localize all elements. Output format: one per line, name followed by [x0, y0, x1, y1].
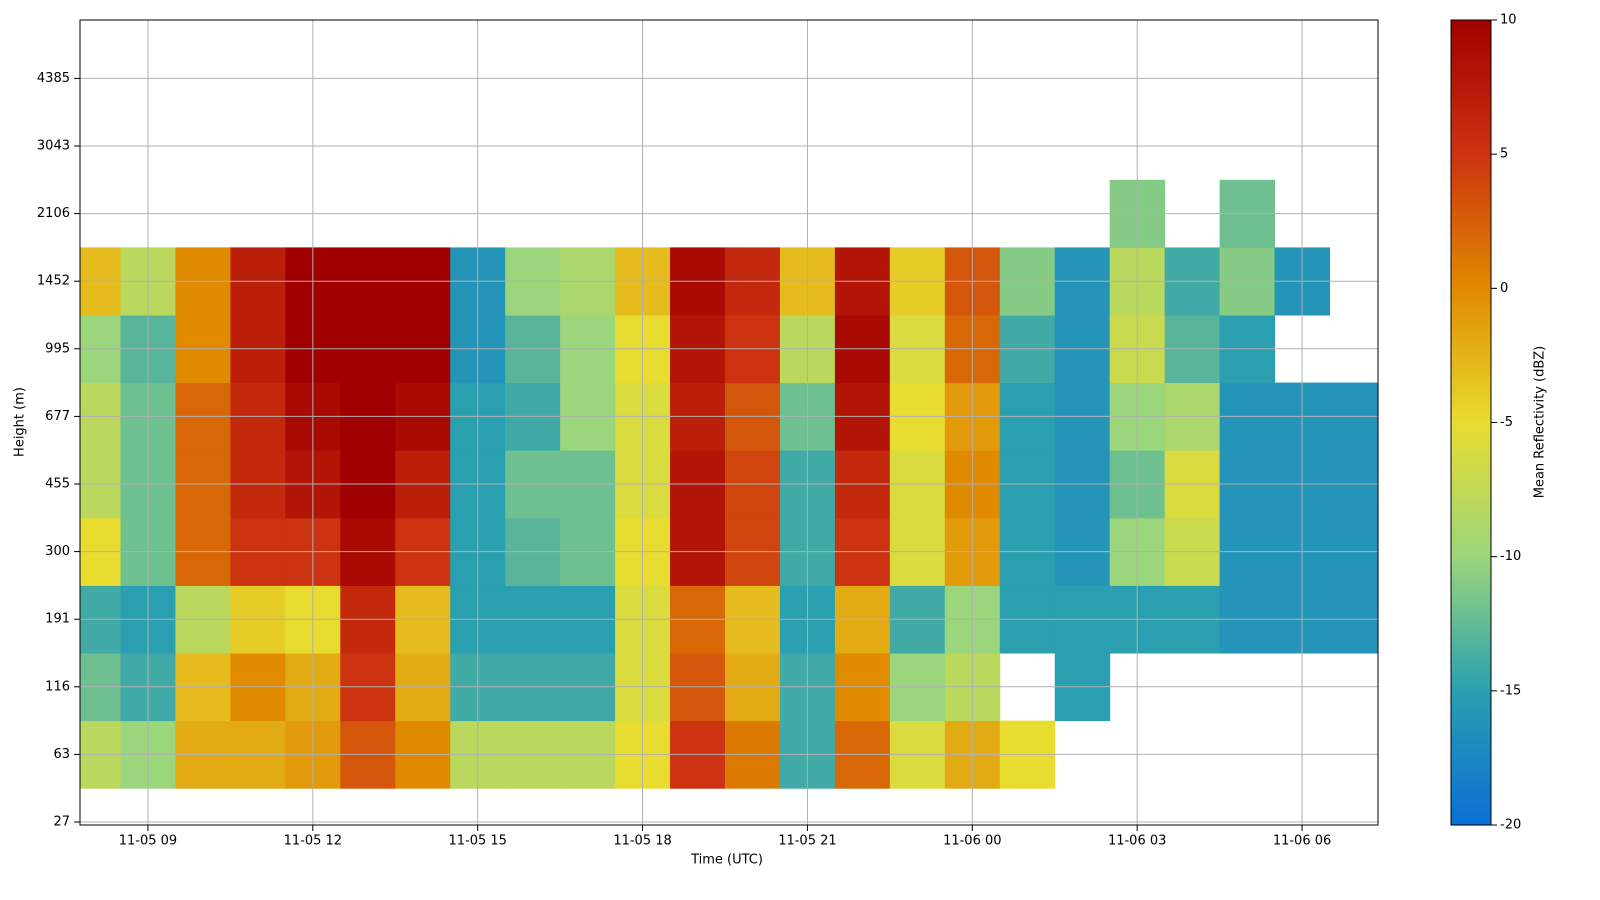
colorbar-tick-label: 0 [1500, 281, 1508, 296]
y-tick-label: 1452 [37, 274, 70, 289]
y-tick-label: 677 [45, 409, 70, 424]
colorbar-tick-label: -10 [1500, 549, 1521, 564]
x-tick-label: 11-05 21 [778, 834, 836, 849]
y-tick-label: 4385 [37, 71, 70, 86]
colorbar-tick-label: 5 [1500, 147, 1508, 162]
colorbar-tick-label: -20 [1500, 818, 1521, 833]
x-tick-label: 11-06 06 [1273, 834, 1331, 849]
y-tick-label: 2106 [37, 206, 70, 221]
y-tick-label: 455 [45, 477, 70, 492]
y-tick-label: 116 [45, 679, 70, 694]
colorbar-tick-label: -15 [1500, 683, 1521, 698]
y-tick-label: 300 [45, 544, 70, 559]
y-tick-label: 27 [53, 815, 70, 830]
y-tick-label: 3043 [37, 139, 70, 154]
y-tick-label: 63 [53, 747, 70, 762]
y-axis-label: Height (m) [13, 387, 28, 457]
colorbar-label: Mean Reflectivity (dBZ) [1533, 346, 1548, 499]
colorbar [1450, 19, 1492, 826]
y-tick-label: 191 [45, 612, 70, 627]
plot-frame [79, 19, 1379, 826]
x-axis-label: Time (UTC) [690, 853, 763, 868]
x-tick-label: 11-06 00 [943, 834, 1001, 849]
y-tick-label: 995 [45, 341, 70, 356]
grid [80, 20, 1378, 825]
x-tick-label: 11-05 09 [119, 834, 177, 849]
colorbar-tick-label: 10 [1500, 13, 1517, 28]
colorbar-tick-label: -5 [1500, 415, 1513, 430]
x-tick-label: 11-05 12 [284, 834, 342, 849]
x-tick-label: 11-05 15 [448, 834, 506, 849]
x-tick-label: 11-06 03 [1108, 834, 1166, 849]
x-tick-label: 11-05 18 [613, 834, 671, 849]
